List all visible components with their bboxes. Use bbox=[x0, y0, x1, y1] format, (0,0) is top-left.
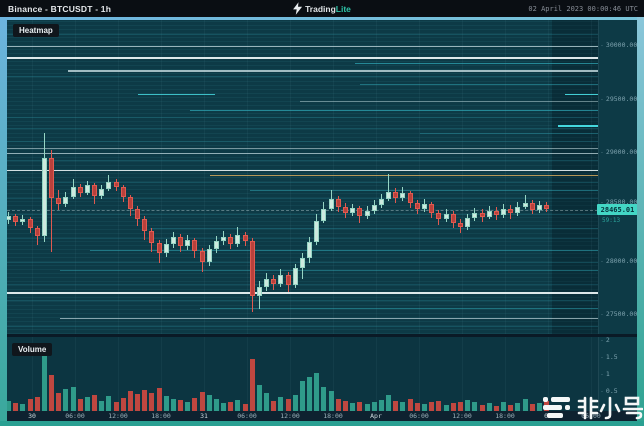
last-price-tag: 28465.01 bbox=[597, 204, 638, 215]
price-axis[interactable] bbox=[598, 20, 637, 411]
volume-pane[interactable] bbox=[7, 337, 598, 411]
time-axis[interactable] bbox=[7, 411, 637, 421]
feixiaohao-cjk-text bbox=[577, 396, 643, 420]
heatmap-badge[interactable]: Heatmap bbox=[13, 24, 59, 37]
heatmap-pane[interactable] bbox=[7, 20, 598, 334]
volume-badge[interactable]: Volume bbox=[12, 343, 53, 356]
frame-top bbox=[0, 17, 644, 20]
frame-bottom bbox=[0, 421, 644, 426]
future-area bbox=[552, 20, 598, 334]
frame-left bbox=[0, 17, 7, 421]
clock-utc: 02 April 2023 00:00:46 UTC bbox=[528, 4, 638, 13]
tradinglite-logo[interactable]: TradingLite bbox=[293, 0, 351, 17]
frame-right bbox=[637, 17, 644, 421]
pane-separator[interactable] bbox=[7, 334, 637, 337]
lightning-bolt-icon bbox=[293, 2, 303, 15]
feixiaohao-logo-icon bbox=[542, 395, 572, 421]
feixiaohao-watermark bbox=[542, 395, 643, 421]
last-price-line bbox=[7, 210, 598, 211]
symbol-title[interactable]: Binance - BTCUSDT - 1h bbox=[8, 3, 112, 14]
bar-countdown: 59:13 bbox=[602, 217, 621, 224]
brand-text: TradingLite bbox=[305, 3, 351, 14]
top-bar: Binance - BTCUSDT - 1h TradingLite 02 Ap… bbox=[0, 0, 644, 17]
